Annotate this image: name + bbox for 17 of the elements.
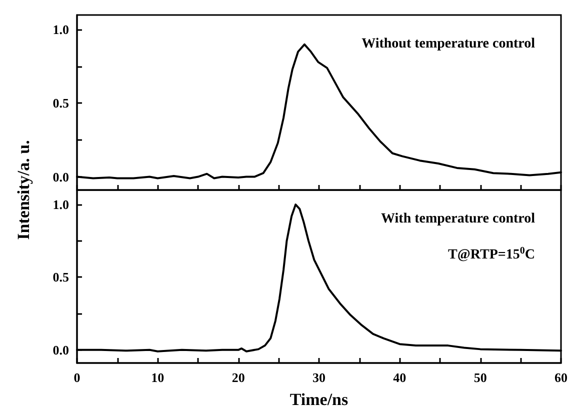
x-tick-label: 50	[474, 370, 487, 385]
annotation: Without temperature control	[362, 36, 536, 52]
x-tick-label: 20	[232, 370, 245, 385]
x-tick-label: 60	[554, 370, 568, 385]
y-axis-title: Intensity/a. u.	[14, 140, 34, 240]
y-tick-label: 1.0	[52, 22, 69, 38]
x-tick-label: 40	[393, 370, 406, 385]
x-tick-label: 0	[74, 370, 80, 385]
y-tick-label: 1.0	[52, 197, 69, 212]
y-tick-label: 0.5	[52, 96, 70, 111]
x-axis-title: Time/ns	[290, 390, 349, 409]
y-tick-label: 0.0	[52, 169, 69, 184]
annotation: With temperature control	[381, 212, 536, 226]
y-tick-label: 0.5	[52, 270, 70, 285]
y-tick-label: 0.0	[52, 342, 69, 358]
x-tick-label: 10	[151, 370, 164, 385]
x-tick-label: 30	[312, 370, 326, 385]
